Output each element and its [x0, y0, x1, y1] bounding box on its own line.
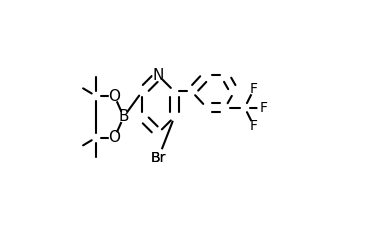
Circle shape: [249, 84, 259, 94]
Circle shape: [258, 103, 268, 113]
Text: B: B: [118, 109, 129, 124]
Circle shape: [119, 112, 129, 122]
Circle shape: [249, 121, 259, 131]
Text: Br: Br: [151, 151, 166, 165]
Text: F: F: [250, 82, 258, 96]
Text: F: F: [259, 101, 267, 115]
Circle shape: [109, 133, 120, 143]
Text: Br: Br: [151, 151, 166, 165]
Text: N: N: [152, 68, 164, 83]
Circle shape: [109, 91, 120, 101]
Circle shape: [153, 70, 163, 80]
Text: O: O: [109, 130, 121, 145]
Circle shape: [151, 151, 166, 166]
Circle shape: [149, 149, 168, 168]
Text: O: O: [109, 88, 121, 104]
Text: F: F: [250, 119, 258, 133]
